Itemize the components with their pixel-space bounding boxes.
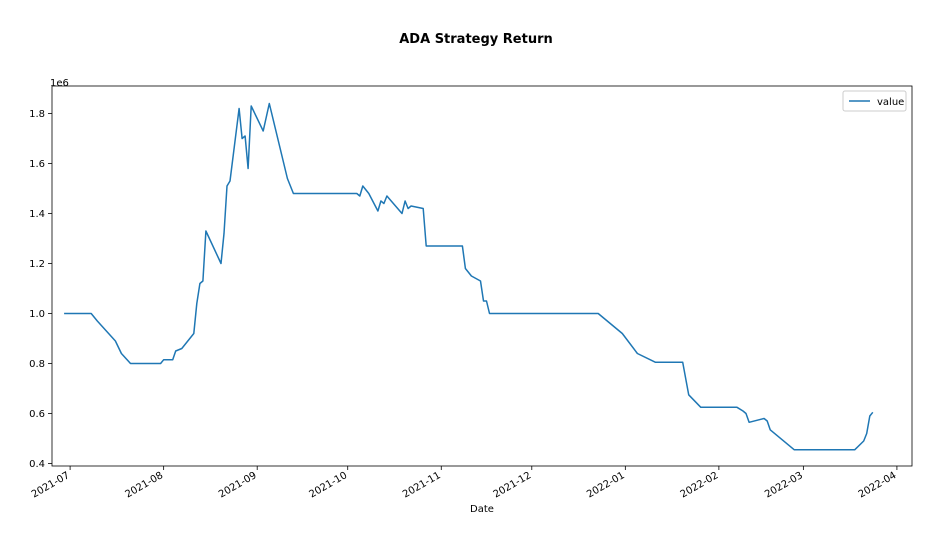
y-tick-label: 1.8 [29, 109, 45, 120]
x-tick-label: 2021-08 [123, 470, 165, 500]
y-tick-label: 0.6 [29, 409, 45, 420]
y-tick-label: 1.0 [29, 309, 45, 320]
y-axis: 0.4 0.6 0.8 1.0 1.2 1.4 1.6 1.8 [29, 109, 52, 470]
x-tick-label: 2021-12 [492, 470, 534, 500]
x-tick-label: 2021-11 [401, 470, 443, 500]
x-tick-label: 2022-04 [857, 470, 899, 500]
series-line-value [64, 102, 874, 451]
y-tick-label: 1.4 [29, 209, 45, 220]
x-tick-label: 2021-10 [308, 470, 350, 500]
x-tick-label: 2022-02 [679, 470, 721, 500]
x-axis: 2021-07 2021-08 2021-09 2021-10 2021-11 2021-… [30, 466, 899, 500]
x-axis-label: Date [470, 504, 494, 515]
y-tick-label: 1.6 [29, 159, 45, 170]
plot-area [51, 85, 913, 467]
x-tick-label: 2021-09 [217, 470, 259, 500]
legend-box [842, 90, 907, 112]
y-tick-label: 0.8 [29, 359, 45, 370]
chart-title: ADA Strategy Return [399, 32, 553, 47]
legend: value [842, 90, 907, 112]
x-tick-label: 2022-03 [763, 470, 805, 500]
x-tick-label: 2021-07 [30, 470, 72, 500]
y-tick-label: 1.2 [29, 259, 45, 270]
plot-frame [51, 85, 913, 467]
y-tick-label: 0.4 [29, 459, 45, 470]
x-tick-label: 2022-01 [585, 470, 627, 500]
legend-label-value: value [877, 97, 904, 108]
y-offset-label: 1e6 [50, 78, 69, 89]
